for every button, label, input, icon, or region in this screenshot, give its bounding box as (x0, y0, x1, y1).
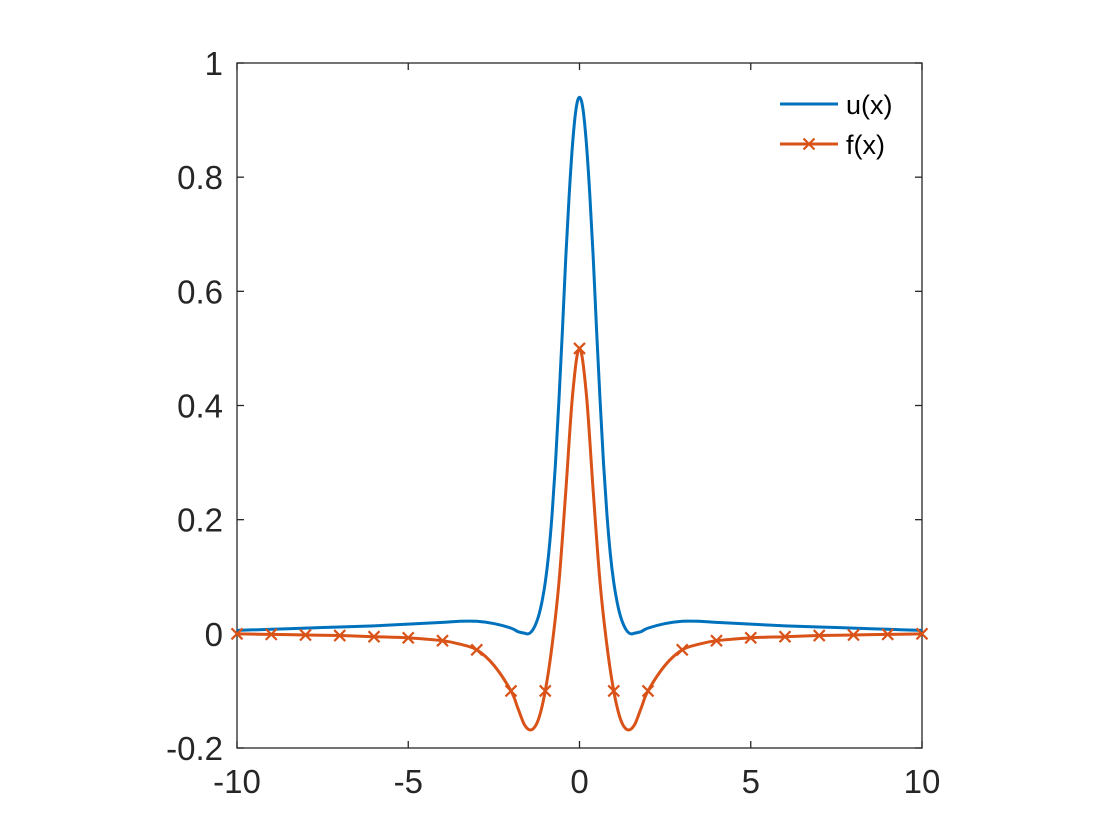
x-tick-label: 10 (904, 763, 941, 800)
data-point-f-x (744, 631, 758, 645)
data-point-f-x (675, 643, 689, 657)
series-u-x (236, 95, 923, 636)
x-axis-tick-labels: -10 -5 0 5 10 (213, 763, 940, 800)
data-point-f-x (881, 628, 895, 641)
legend-marker (802, 137, 816, 151)
legend-item-f-x: f(x) (780, 130, 885, 160)
data-point-f-x (333, 629, 347, 642)
series-layer (230, 95, 929, 732)
legend-label: f(x) (846, 130, 885, 160)
data-point-f-x (915, 627, 929, 641)
y-tick-label: 0 (205, 616, 223, 653)
x-tick-label: -5 (394, 763, 423, 800)
data-point-f-x (847, 628, 860, 642)
data-point-f-x (504, 684, 518, 698)
data-point-f-x (470, 643, 484, 657)
data-point-f-x (538, 684, 552, 698)
data-point-f-x (230, 627, 244, 641)
plot-area (230, 62, 929, 749)
legend-label: u(x) (846, 90, 893, 120)
data-point-f-x (436, 634, 449, 647)
data-point-f-x (299, 628, 312, 642)
x-tick-label: 5 (742, 763, 760, 800)
y-tick-label: 0.2 (177, 502, 223, 539)
y-tick-label: -0.2 (166, 730, 223, 767)
legend-item-u-x: u(x) (780, 90, 893, 120)
series-f-x (230, 342, 929, 732)
y-tick-label: 0.6 (177, 273, 223, 310)
y-tick-label: 1 (205, 45, 223, 82)
data-point-f-x (607, 684, 621, 698)
data-point-f-x (641, 684, 655, 698)
y-axis-tick-labels: -0.2 0 0.2 0.4 0.6 0.8 1 (166, 45, 223, 767)
data-point-f-x (573, 342, 586, 355)
y-tick-label: 0.4 (177, 388, 223, 425)
data-point-f-x (264, 628, 278, 641)
y-tick-label: 0.8 (177, 159, 223, 196)
data-point-f-x (401, 631, 415, 645)
data-point-f-x (367, 630, 381, 643)
x-tick-label: -10 (213, 763, 261, 800)
x-tick-label: 0 (570, 763, 588, 800)
legend: u(x) f(x) (780, 90, 893, 160)
data-point-f-x (812, 629, 826, 642)
series-line-u-x (236, 95, 923, 636)
data-point-f-x (710, 634, 723, 647)
data-point-f-x (778, 630, 792, 643)
